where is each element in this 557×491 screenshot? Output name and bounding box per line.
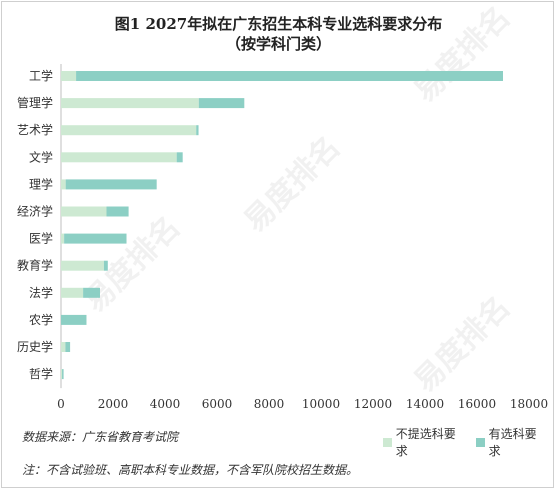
bar-has-requirement bbox=[62, 369, 64, 380]
x-tick-label: 6000 bbox=[202, 397, 233, 411]
category-label: 工学 bbox=[29, 68, 53, 83]
category-label: 经济学 bbox=[17, 204, 53, 219]
bar-no-requirement bbox=[61, 369, 63, 380]
bar-no-requirement bbox=[61, 125, 197, 136]
category-label: 文学 bbox=[29, 149, 53, 164]
x-tick-label: 16000 bbox=[458, 397, 496, 411]
bar-no-requirement bbox=[61, 260, 104, 271]
title-line-2: （按学科门类） bbox=[225, 35, 331, 53]
bar-has-requirement bbox=[176, 152, 183, 163]
bar-has-requirement bbox=[196, 125, 199, 136]
bar-has-requirement bbox=[61, 314, 87, 325]
legend-item-no-requirement: 不提选科要求 bbox=[383, 425, 466, 459]
bar-has-requirement bbox=[103, 260, 108, 271]
legend: 不提选科要求 有选科要求 bbox=[383, 425, 557, 459]
category-label: 哲学 bbox=[29, 366, 53, 381]
category-label: 教育学 bbox=[17, 258, 53, 273]
bar-no-requirement bbox=[61, 287, 84, 298]
x-tick-label: 10000 bbox=[302, 397, 340, 411]
chart-title: 图1 2027年拟在广东招生本科专业选科要求分布 （按学科门类） bbox=[0, 14, 557, 54]
bar-no-requirement bbox=[61, 206, 107, 217]
legend-label: 不提选科要求 bbox=[395, 427, 456, 458]
x-tick-label: 0 bbox=[57, 397, 65, 411]
x-tick-label: 2000 bbox=[98, 397, 129, 411]
legend-swatch bbox=[475, 437, 485, 447]
bar-no-requirement bbox=[61, 152, 177, 163]
category-label: 管理学 bbox=[17, 95, 53, 110]
category-label: 艺术学 bbox=[17, 122, 53, 137]
x-tick-label: 14000 bbox=[406, 397, 444, 411]
x-tick-label: 18000 bbox=[510, 397, 548, 411]
legend-swatch bbox=[383, 437, 392, 447]
bar-has-requirement bbox=[64, 233, 127, 244]
footnote: 注：不含试验班、高职本科专业数据，不含军队院校招生数据。 bbox=[22, 463, 359, 477]
category-label: 农学 bbox=[29, 312, 53, 327]
category-label: 历史学 bbox=[17, 339, 53, 354]
bar-no-requirement bbox=[61, 98, 199, 109]
bar-has-requirement bbox=[106, 206, 129, 217]
bar-has-requirement bbox=[198, 98, 245, 109]
title-line-1: 图1 2027年拟在广东招生本科专业选科要求分布 bbox=[114, 15, 443, 33]
bar-no-requirement bbox=[61, 179, 66, 190]
x-tick-label: 12000 bbox=[354, 397, 392, 411]
source-note: 数据来源：广东省教育考试院 bbox=[22, 430, 179, 444]
bar-has-requirement bbox=[83, 287, 100, 298]
legend-item-has-requirement: 有选科要求 bbox=[475, 425, 547, 459]
bar-no-requirement bbox=[61, 71, 77, 81]
bar-has-requirement bbox=[65, 179, 157, 190]
bar-has-requirement bbox=[65, 342, 71, 352]
category-label: 医学 bbox=[29, 231, 53, 246]
x-tick-label: 8000 bbox=[254, 397, 285, 411]
category-label: 理学 bbox=[29, 176, 53, 191]
category-label: 法学 bbox=[29, 285, 53, 300]
legend-label: 有选科要求 bbox=[488, 427, 537, 458]
x-tick-label: 4000 bbox=[150, 397, 181, 411]
bar-no-requirement bbox=[61, 233, 65, 244]
bar-has-requirement bbox=[76, 71, 503, 81]
bar-no-requirement bbox=[61, 342, 66, 352]
